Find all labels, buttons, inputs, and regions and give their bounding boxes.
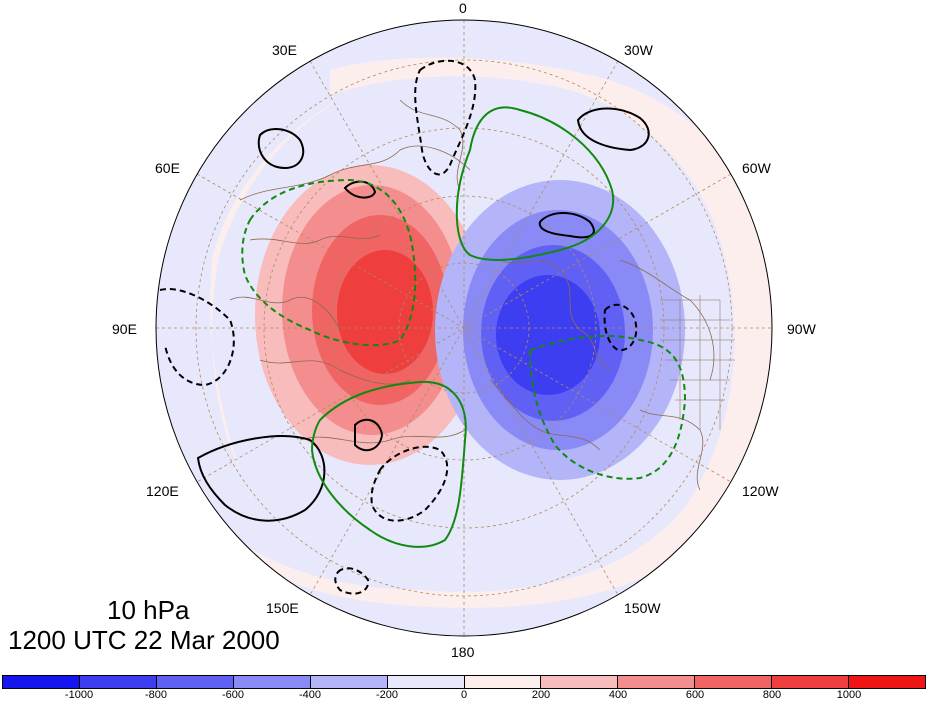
colorbar-segment: [618, 676, 696, 688]
pink-outer-band: [210, 80, 380, 470]
title-time: 1200 UTC 22 Mar 2000: [8, 625, 280, 655]
shading-layer: [156, 20, 772, 636]
black-solid-contours: [196, 107, 650, 522]
lon-label-120e: 120E: [146, 483, 179, 499]
colorbar-tick-label: -800: [144, 689, 168, 701]
state-borders: [660, 295, 735, 430]
colorbar-segment: [310, 676, 388, 688]
colorbar-tick-label: 400: [608, 689, 628, 701]
colorbar-segment: [849, 676, 926, 688]
green-solid-contours: [310, 106, 615, 548]
colorbar-segment: [541, 676, 619, 688]
lon-label-60e: 60E: [155, 160, 180, 176]
colorbar-tick-label: 800: [762, 689, 782, 701]
colorbar-segment: [695, 676, 773, 688]
colorbar-segment: [3, 676, 80, 688]
graticule: [156, 20, 772, 636]
lon-label-180: 180: [451, 644, 475, 660]
lon-label-150e: 150E: [266, 600, 299, 616]
red-level-800: [337, 250, 433, 374]
colorbar-segment: [464, 676, 542, 688]
lon-label-0: 0: [459, 0, 467, 16]
lon-label-90e: 90E: [112, 321, 137, 337]
blue-level-800: [496, 275, 600, 395]
colorbar-tick-label: -1000: [64, 689, 94, 701]
colorbar-segment: [772, 676, 850, 688]
lon-label-60w: 60W: [742, 160, 771, 176]
colorbar-tick-label: 600: [685, 689, 705, 701]
colorbar-segment: [387, 676, 465, 688]
lon-label-30w: 30W: [624, 42, 653, 58]
colorbar-segment: [79, 676, 157, 688]
map-outline: [155, 19, 773, 637]
colorbar-segment: [156, 676, 234, 688]
title-level: 10 hPa: [107, 595, 190, 625]
black-dashed-contours: [159, 59, 638, 595]
colorbar-segment: [233, 676, 311, 688]
green-dashed-contours: [241, 178, 687, 480]
colorbar-tick-label: 200: [531, 689, 551, 701]
lon-label-150w: 150W: [624, 600, 661, 616]
colorbar-tick-label: -400: [298, 689, 322, 701]
colorbar-tick-label: -600: [221, 689, 245, 701]
lon-label-30e: 30E: [272, 42, 297, 58]
lon-label-120w: 120W: [742, 483, 779, 499]
colorbar: [2, 675, 926, 689]
colorbar-tick-label: 1000: [836, 689, 862, 701]
colorbar-tick-label: 0: [460, 689, 468, 701]
lon-label-90w: 90W: [787, 321, 816, 337]
colorbar-tick-label: -200: [375, 689, 399, 701]
